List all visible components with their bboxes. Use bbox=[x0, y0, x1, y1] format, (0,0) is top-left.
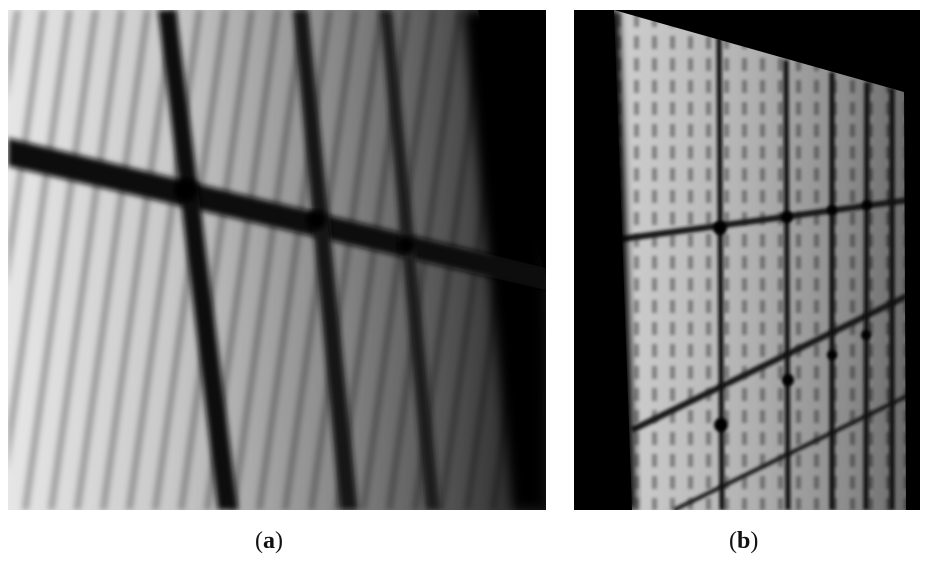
electroluminescence-image-b bbox=[574, 10, 906, 510]
caption-a: (a) bbox=[255, 528, 283, 554]
photo-panel-b bbox=[574, 10, 920, 510]
caption-b: (b) bbox=[729, 528, 759, 554]
electroluminescence-image-a bbox=[8, 10, 546, 510]
photo-panel-a bbox=[8, 10, 546, 510]
